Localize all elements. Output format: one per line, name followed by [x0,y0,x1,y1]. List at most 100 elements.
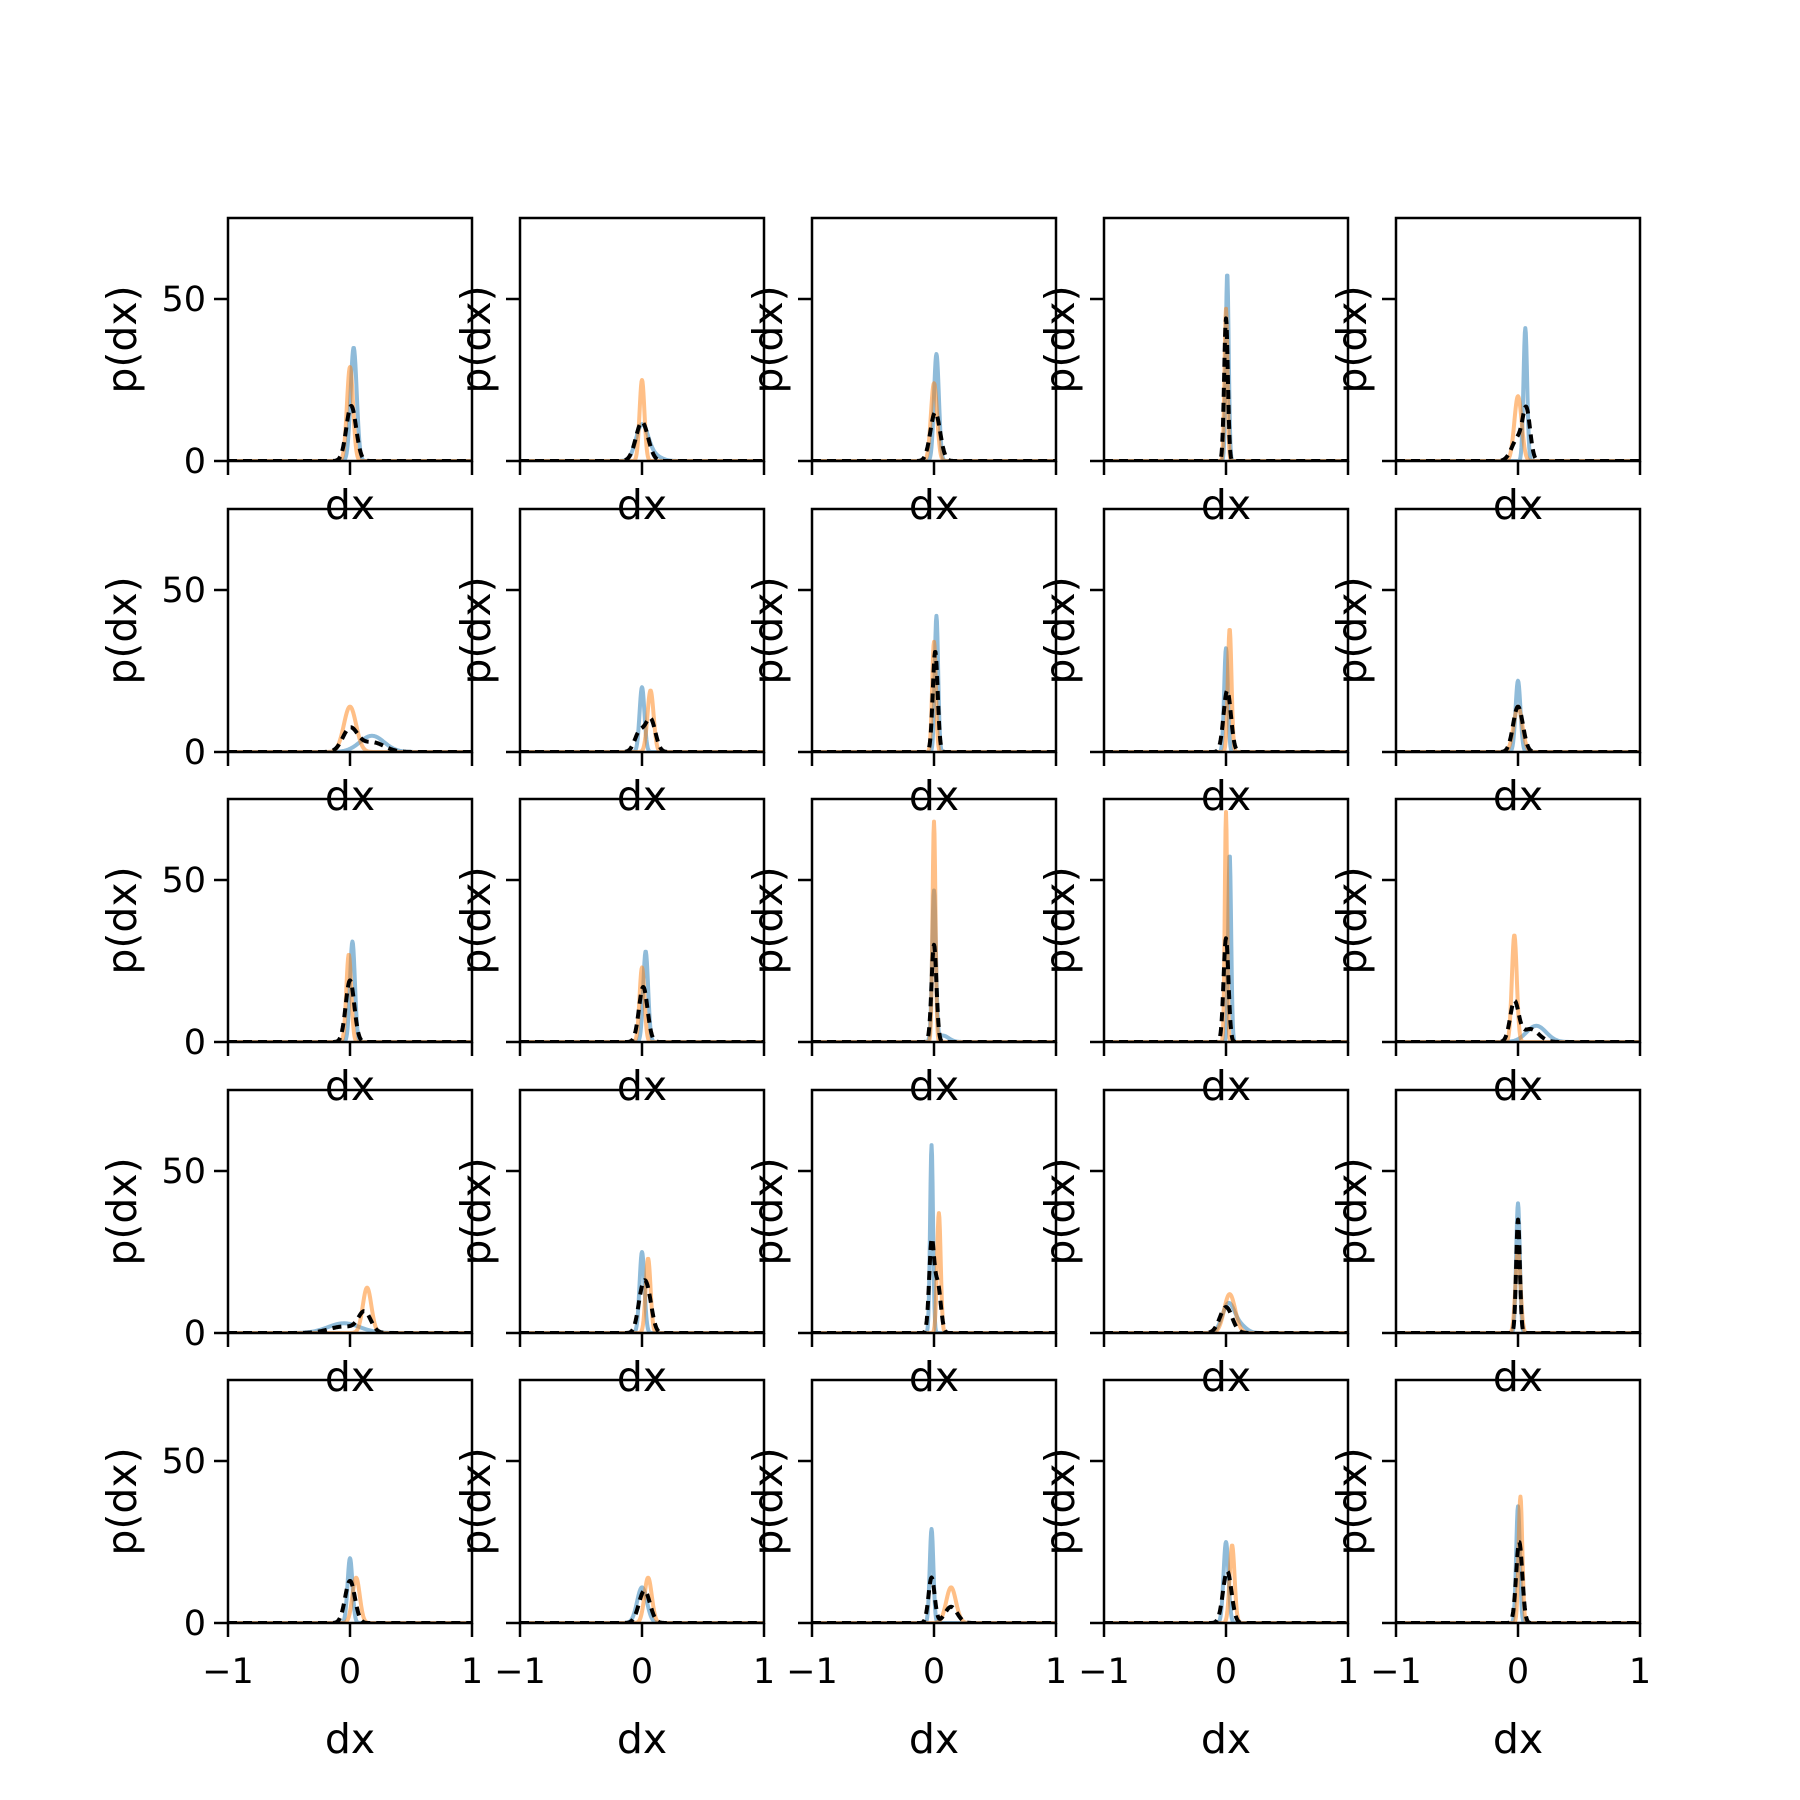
panel-data [812,352,1056,461]
series-orange-hist [1104,809,1348,1042]
panel-data [812,1143,1056,1333]
x-axis-label: dx [617,1353,667,1401]
series-dashed-density [228,978,472,1042]
y-tick-label-50: 50 [161,861,206,901]
series-dashed-density [520,1278,764,1333]
x-axis-label: dx [325,772,375,820]
y-tick-label-0: 0 [184,733,206,773]
x-axis-label: dx [1201,1062,1251,1110]
series-blue-hist [520,1250,764,1333]
panel-5-5: −1 0 1 dx p(dx) [1328,1378,1651,1763]
y-axis-label: p(dx) [1036,866,1084,974]
x-axis-label: dx [617,481,667,529]
panel-3-3: dx p(dx) [744,797,1058,1110]
y-tick-label-0: 0 [184,1314,206,1354]
series-blue-hist [812,1143,1056,1333]
panel-data [1104,809,1348,1042]
series-dashed-density [1104,316,1348,461]
series-dashed-density [812,1575,1056,1623]
panel-1-4: dx p(dx) [1036,216,1350,529]
series-orange-hist [812,639,1056,752]
x-tick-label-0: −1 [786,1652,838,1692]
panel-4-1: 0 50 dx p(dx) [98,1088,474,1401]
panel-1-2: dx p(dx) [452,216,766,529]
y-tick-label-50: 50 [161,1152,206,1192]
series-orange-hist [520,1256,764,1333]
x-tick-label-0: −1 [1370,1652,1422,1692]
x-axis-label: dx [1201,1353,1251,1401]
panel-data [520,1250,764,1333]
series-orange-hist [228,704,472,752]
series-dashed-density [228,1309,472,1333]
x-axis-label: dx [1493,1353,1543,1401]
series-dashed-density [812,942,1056,1042]
series-blue-hist [1104,854,1348,1042]
x-tick-label-1: 0 [1507,1652,1529,1692]
x-tick-label-1: 0 [631,1652,653,1692]
panel-2-2: dx p(dx) [452,507,766,820]
y-axis-label: p(dx) [452,285,500,393]
x-axis-label: dx [909,772,959,820]
y-axis-label: p(dx) [744,1447,792,1555]
series-orange-hist [520,1575,764,1623]
x-tick-label-1: 0 [339,1652,361,1692]
x-axis-label: dx [617,1062,667,1110]
panel-data [812,613,1056,752]
series-blue-hist [812,1527,1056,1623]
y-tick-label-50: 50 [161,280,206,320]
y-axis-label: p(dx) [452,866,500,974]
series-blue-hist [1104,1540,1348,1623]
y-axis-label: p(dx) [744,1157,792,1265]
y-axis-label: p(dx) [1328,576,1376,684]
series-dashed-density [520,715,764,752]
series-orange-hist [812,819,1056,1042]
x-tick-label-0: −1 [494,1652,546,1692]
series-dashed-density [228,1578,472,1623]
y-axis-label: p(dx) [452,1447,500,1555]
x-axis-label: dx [1201,481,1251,529]
panel-3-4: dx p(dx) [1036,797,1350,1110]
panel-data [520,378,764,461]
x-tick-label-2: 1 [1629,1652,1651,1692]
y-axis-label: p(dx) [1036,285,1084,393]
panel-data [1396,1494,1640,1623]
y-axis-label: p(dx) [98,576,146,684]
x-axis-label: dx [909,1062,959,1110]
panel-1-5: dx p(dx) [1328,216,1642,529]
x-tick-label-0: −1 [1078,1652,1130,1692]
series-orange-hist [1104,1543,1348,1623]
series-blue-hist [812,613,1056,752]
panel-3-2: dx p(dx) [452,797,766,1110]
panel-1-1: 0 50 dx p(dx) [98,216,474,529]
series-orange-hist [520,378,764,461]
panel-data [1396,933,1640,1042]
panel-4-3: dx p(dx) [744,1088,1058,1401]
x-axis-label: dx [325,1353,375,1401]
y-tick-label-0: 0 [184,1604,206,1644]
x-axis-label: dx [1201,1715,1251,1763]
x-axis-label: dx [1493,1062,1543,1110]
series-blue-hist [1396,678,1640,752]
panel-2-3: dx p(dx) [744,507,1058,820]
series-blue-hist [520,949,764,1042]
panel-2-5: dx p(dx) [1328,507,1642,820]
series-orange-hist [1104,627,1348,752]
panel-data [520,1575,764,1623]
panel-data [812,819,1056,1042]
y-axis-label: p(dx) [98,866,146,974]
y-axis-label: p(dx) [98,285,146,393]
series-orange-hist [812,381,1056,461]
panel-4-2: dx p(dx) [452,1088,766,1401]
y-axis-label: p(dx) [1328,866,1376,974]
series-orange-hist [228,1575,472,1623]
y-axis-label: p(dx) [744,866,792,974]
series-blue-hist [520,422,764,461]
panel-3-1: 0 50 dx p(dx) [98,797,474,1110]
x-axis-label: dx [617,1715,667,1763]
series-dashed-density [1396,1540,1640,1623]
series-blue-hist [1396,1023,1640,1042]
y-tick-label-0: 0 [184,442,206,482]
series-orange-hist [1104,306,1348,461]
panel-5-3: −1 0 1 dx p(dx) [744,1378,1067,1763]
